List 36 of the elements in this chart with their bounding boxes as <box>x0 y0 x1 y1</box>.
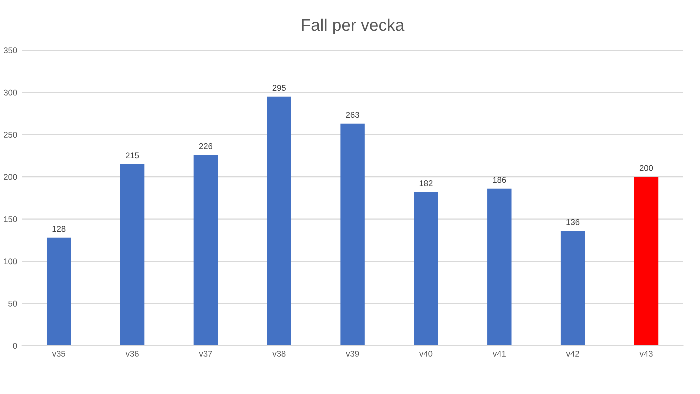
data-label: 215 <box>126 152 140 159</box>
y-tick-label: 100 <box>4 258 18 265</box>
y-tick-label: 250 <box>4 132 18 138</box>
x-tick-label: v38 <box>272 351 286 357</box>
bar <box>46 238 72 346</box>
bar <box>194 155 218 346</box>
chart-title: Fall per vecka <box>302 18 405 34</box>
bar <box>488 188 512 346</box>
data-label: 186 <box>493 177 506 184</box>
x-tick-label: v41 <box>492 351 506 357</box>
data-label: 200 <box>640 165 654 172</box>
y-tick-label: 150 <box>4 216 18 222</box>
y-tick-label: 350 <box>4 48 18 54</box>
x-tick-label: v35 <box>52 351 66 357</box>
data-label: 128 <box>52 226 66 232</box>
bar <box>560 231 586 346</box>
y-tick-label: 0 <box>13 343 18 350</box>
bar <box>634 177 659 346</box>
data-label: 136 <box>566 219 580 226</box>
x-tick-label: v42 <box>566 351 580 357</box>
data-label: 182 <box>420 180 433 186</box>
x-tick-label: v43 <box>640 351 653 357</box>
x-tick-label: v36 <box>126 351 139 357</box>
x-tick-label: v39 <box>346 351 360 357</box>
x-tick-label: v40 <box>420 351 433 357</box>
x-tick-label: v37 <box>199 351 212 357</box>
y-tick-label: 300 <box>4 90 18 96</box>
data-label: 226 <box>199 143 213 150</box>
y-tick-label: 50 <box>8 300 18 307</box>
data-label: 295 <box>272 85 286 92</box>
bar <box>414 192 438 346</box>
y-tick-label: 200 <box>4 174 18 180</box>
data-label: 263 <box>346 112 360 118</box>
bar <box>120 164 145 346</box>
bar <box>340 124 365 346</box>
bar <box>267 96 292 346</box>
